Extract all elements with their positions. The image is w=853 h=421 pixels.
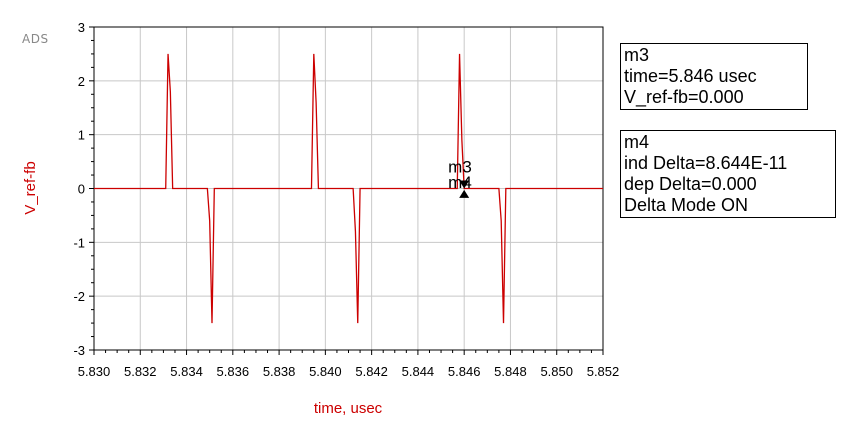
x-tick-label: 5.844 — [402, 364, 435, 379]
marker-m4-delta-mode: Delta Mode ON — [624, 195, 749, 215]
x-tick-label: 5.836 — [217, 364, 250, 379]
series-line — [94, 53, 603, 324]
marker-m3-label: m3 — [448, 158, 472, 177]
marker-m4-name: m4 — [624, 132, 650, 152]
marker-m4-readout[interactable]: m4 ind Delta=8.644E-11 dep Delta=0.000 D… — [620, 130, 836, 218]
y-tick-label: 2 — [78, 74, 85, 89]
marker-m4-ind-delta: ind Delta=8.644E-11 — [624, 153, 788, 173]
y-tick-label: 3 — [78, 20, 85, 35]
y-tick-label: 0 — [78, 182, 85, 197]
x-axis-label: time, usec — [313, 400, 383, 417]
marker-m3-readout[interactable]: m3 time=5.846 usec V_ref-fb=0.000 — [620, 43, 808, 110]
x-tick-label: 5.830 — [78, 364, 111, 379]
x-tick-label: 5.834 — [170, 364, 203, 379]
marker-m4-triangle — [459, 189, 470, 198]
y-axis-label: V_ref-fb — [22, 161, 39, 215]
y-tick-label: -1 — [73, 235, 85, 250]
x-tick-label: 5.852 — [587, 364, 620, 379]
x-tick-label: 5.850 — [540, 364, 573, 379]
marker-m4-label: m4 — [448, 173, 472, 192]
marker-m3-name: m3 — [624, 45, 650, 65]
y-tick-label: -3 — [73, 343, 85, 358]
y-tick-label: 1 — [78, 128, 85, 143]
marker-m3-value: V_ref-fb=0.000 — [624, 87, 744, 107]
x-tick-label: 5.848 — [494, 364, 527, 379]
x-tick-label: 5.838 — [263, 364, 296, 379]
marker-m4-dep-delta: dep Delta=0.000 — [624, 174, 757, 194]
x-tick-label: 5.832 — [124, 364, 157, 379]
marker-m3-time: time=5.846 usec — [624, 66, 757, 86]
x-tick-label: 5.846 — [448, 364, 481, 379]
ads-logo: ADS — [22, 32, 49, 46]
x-tick-label: 5.840 — [309, 364, 342, 379]
marker-m3-triangle — [459, 180, 470, 189]
x-tick-label: 5.842 — [355, 364, 388, 379]
y-tick-label: -2 — [73, 289, 85, 304]
